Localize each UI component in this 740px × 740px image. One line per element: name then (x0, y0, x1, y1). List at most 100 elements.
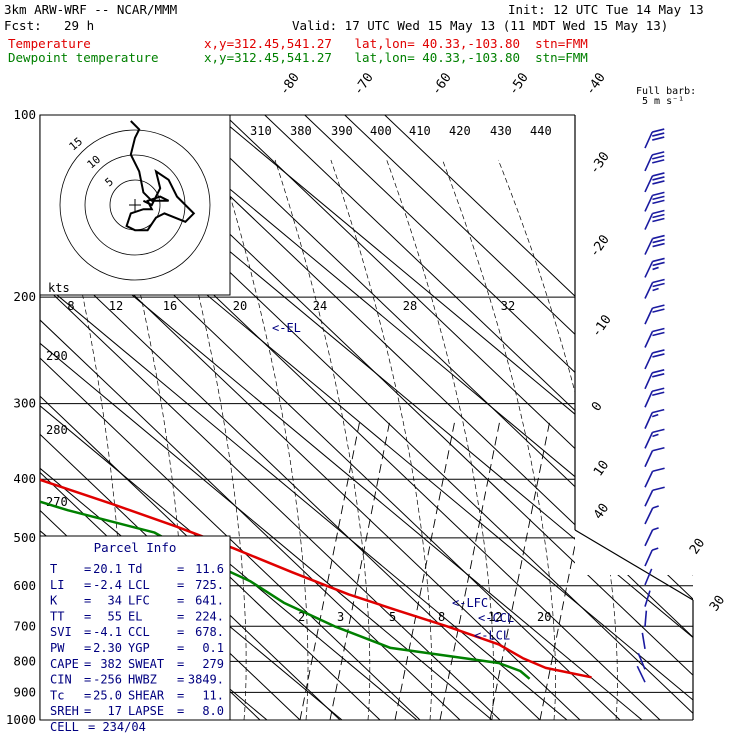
wind-barb (644, 590, 651, 607)
mixing-ratio-line (439, 419, 501, 720)
wind-barb (644, 467, 665, 488)
speed-tick-label: 16 (163, 299, 177, 313)
parcel-stat-label: T (50, 562, 57, 576)
wind-barb-half-flag (652, 527, 659, 531)
theta-label: 390 (331, 124, 353, 138)
parcel-stat-label: K (50, 594, 58, 608)
speed-tick-label: 32 (501, 299, 515, 313)
isotherm-line (40, 115, 493, 720)
parcel-stat-label: Tc (50, 688, 64, 702)
wind-barb-half-flag (651, 413, 659, 418)
wind-barb-staff (644, 529, 654, 547)
mixing-ratio-label: 8 (438, 610, 445, 624)
wind-barb-flag (652, 136, 665, 141)
wind-barb-flag (652, 467, 665, 473)
wind-barb (644, 547, 659, 567)
pressure-tick-label: 700 (13, 618, 36, 633)
dry-adiabat (40, 115, 381, 720)
isotherm-label: -60 (429, 70, 455, 98)
isotherm-line (40, 115, 643, 720)
wind-barb-staff (644, 331, 654, 348)
parcel-stat-equals: = (84, 609, 91, 623)
wind-barb-flag (652, 128, 665, 133)
wind-barb-flag (652, 391, 665, 397)
parcel-stat-equals: = (84, 594, 91, 608)
parcel-stat-label: CELL (50, 720, 79, 734)
mixing-ratio-line (489, 419, 551, 720)
wind-barb-flag (652, 132, 665, 137)
mixing-ratio-label: 20 (537, 610, 551, 624)
wind-barb-flag (652, 172, 665, 177)
wind-barb (644, 610, 648, 627)
wind-barb-flag (652, 191, 665, 197)
pressure-tick-label: 800 (13, 653, 36, 668)
isotherm-line (40, 115, 418, 720)
wind-barb-staff (644, 154, 653, 172)
wind-barb-staff (644, 450, 654, 468)
parcel-stat-value: 17 (108, 704, 122, 718)
parcel-stat-value: -256 (93, 673, 122, 687)
wind-barb-staff (644, 390, 653, 408)
wind-barb-staff (644, 238, 654, 255)
parcel-stat-value-2: 8.0 (202, 704, 224, 718)
wind-barb-staff (644, 307, 654, 325)
speed-tick-label: 20 (233, 299, 247, 313)
wind-barb-flag (652, 199, 665, 205)
hodograph-trace (125, 120, 196, 232)
pressure-tick-label: 900 (13, 684, 36, 699)
wind-barb-flag (652, 209, 665, 215)
wind-barb-staff (644, 489, 654, 507)
parcel-stat-label-2: LCL (128, 578, 150, 592)
mixing-ratio-line (539, 419, 601, 720)
theta-label: 430 (490, 124, 512, 138)
forecast-hour: 29 h (64, 18, 95, 33)
isotherm-label: 20 (687, 536, 708, 557)
mixing-ratio-line (299, 419, 361, 720)
moist-adiabat (386, 159, 494, 720)
dry-adiabat (40, 115, 341, 720)
isotherm-label: -50 (506, 70, 532, 98)
isotherm-label: 40 (591, 501, 612, 522)
moist-adiabat (107, 159, 185, 720)
parcel-stat-label-2: SHEAR (128, 688, 165, 702)
moist-adiabat (51, 159, 123, 720)
parcel-stat-equals: = (84, 673, 91, 687)
wind-barb-half-flag (652, 266, 659, 271)
dry-adiabat (224, 115, 693, 720)
wind-barb-staff (644, 590, 651, 607)
theta-label: 410 (409, 124, 431, 138)
wind-barb-flag (652, 242, 665, 248)
parcel-stat-equals: = (177, 609, 184, 623)
forecast-label: Fcst: (4, 18, 42, 33)
parcel-stat-value: -4.1 (93, 625, 122, 639)
wind-barb-staff (644, 470, 654, 488)
dry-adiabat (40, 115, 501, 720)
parcel-stat-equals: = (177, 673, 184, 687)
wind-barb-half-flag (651, 547, 659, 551)
full-barb-label: Full barb: (636, 86, 696, 97)
wind-barb-flag (652, 238, 665, 244)
level-marker-ccl: <-CCL (478, 611, 514, 625)
wind-barb-staff (644, 261, 654, 278)
wind-barb-flag (652, 353, 665, 358)
moist-adiabat (274, 159, 371, 720)
init-time: Init: 12 UTC Tue 14 May 13 (508, 2, 704, 17)
wind-barb-staff (644, 131, 653, 149)
isotherm-label: 0 (589, 399, 606, 414)
wind-barb-flag (652, 446, 665, 452)
parcel-stat-label-2: LFC (128, 594, 150, 608)
wind-barb-staff (644, 432, 654, 449)
wind-barb-flag (652, 308, 665, 313)
wind-barb-flag (652, 331, 665, 337)
valid-time: Valid: 17 UTC Wed 15 May 13 (11 MDT Wed … (292, 18, 669, 33)
wind-barb-staff (644, 195, 654, 212)
isotherm-line (140, 115, 693, 720)
wind-barb (644, 128, 665, 149)
parcel-stat-label: TT (50, 609, 64, 623)
parcel-stat-value: 2.30 (93, 641, 122, 655)
sounding-traces (40, 115, 592, 680)
theta-label: 380 (290, 124, 312, 138)
wind-barb-staff (644, 412, 653, 429)
